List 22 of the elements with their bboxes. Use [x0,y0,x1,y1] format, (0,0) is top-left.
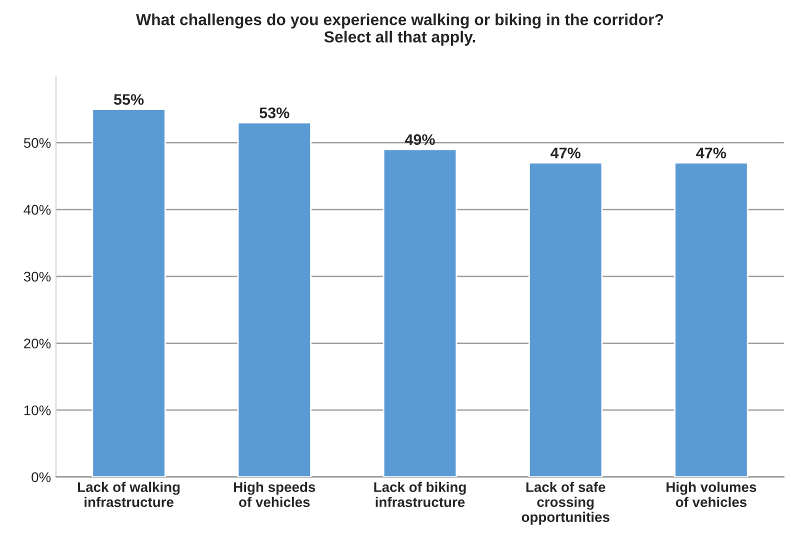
bar [382,148,458,477]
data-label: 55% [114,94,144,105]
y-tick-label: 30% [24,272,51,282]
x-tick-label: Lack of safe crossing opportunities [522,482,610,525]
data-label: 49% [404,134,435,146]
data-label: 47% [550,148,580,158]
bar [92,108,166,477]
x-tick-label: Lack of biking infrastructure [374,482,466,508]
chart-title: What challenges do you experience walking or biking in the corridor? Select all that apply. [136,14,664,46]
bar [528,162,603,477]
bar [237,122,312,477]
x-tick-label: Lack of walking infrastructure [78,482,180,508]
y-tick-label: 40% [24,204,51,215]
x-tick-label: High speeds of vehicles [234,482,316,508]
y-tick-label: 0% [32,472,51,482]
y-tick-label: 20% [24,338,51,348]
bar [674,162,748,477]
y-tick-label: 10% [24,405,51,416]
data-label: 47% [696,148,726,158]
data-label: 53% [260,107,290,118]
x-tick-label: High volumes of vehicles [666,482,756,508]
y-tick-label: 50% [24,138,51,148]
